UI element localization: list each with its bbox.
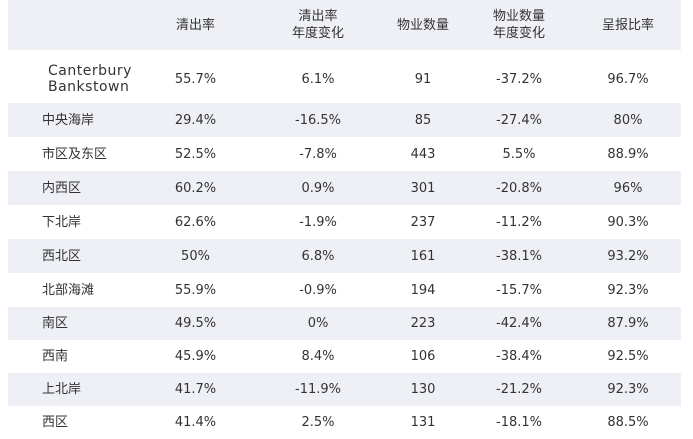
property-count-yoy: 5.5% — [502, 146, 536, 162]
reported-ratio: 80% — [613, 112, 643, 128]
reported-ratio: 96.7% — [607, 71, 649, 87]
property-count-yoy: -18.1% — [496, 415, 542, 430]
reported-ratio: 92.3% — [607, 282, 649, 298]
property-count-yoy: -27.4% — [496, 112, 542, 128]
clearance-rate: 50% — [181, 248, 210, 264]
clearance-rate: 52.5% — [174, 146, 217, 162]
clearance-rate-yoy: 8.4% — [301, 349, 335, 364]
property-count-yoy: -37.2% — [496, 71, 542, 87]
property-count: 161 — [410, 248, 436, 264]
property-count: 85 — [414, 112, 432, 128]
property-count: 301 — [410, 180, 436, 196]
property-count: 130 — [410, 382, 436, 397]
region-name: 市区及东区 — [42, 146, 108, 162]
clearance-rate: 49.5% — [174, 316, 217, 331]
table-row: 南区 49.5% 0% 223 -42.4% 87.9% — [8, 307, 681, 340]
region-name: 中央海岸 — [42, 112, 95, 128]
reported-ratio: 92.3% — [607, 382, 649, 397]
region-name: 西区 — [42, 415, 69, 430]
header-cell-property-count: 物业数量 — [396, 17, 449, 33]
property-count: 237 — [410, 214, 436, 230]
reported-ratio: 88.9% — [607, 146, 649, 162]
table-row: Canterbury Bankstown 55.7% 6.1% 91 -37.2… — [8, 55, 681, 103]
clearance-rate-yoy: -16.5% — [295, 112, 341, 128]
clearance-rate-yoy: 6.1% — [301, 71, 335, 87]
table-row: 内西区 60.2% 0.9% 301 -20.8% 96% — [8, 171, 681, 205]
reported-ratio: 96% — [613, 180, 643, 196]
clearance-rate: 55.7% — [174, 71, 217, 87]
clearance-rate: 41.7% — [174, 382, 217, 397]
clearance-rate-yoy: -7.8% — [299, 146, 337, 162]
property-count-yoy: -20.8% — [496, 180, 542, 196]
region-name: 南区 — [42, 316, 69, 331]
region-name: 上北岸 — [42, 382, 82, 397]
clearance-rate: 62.6% — [174, 214, 217, 230]
header-cell-clearance-rate: 清出率 — [175, 17, 215, 33]
clearance-rate: 41.4% — [174, 415, 217, 430]
clearance-rate-yoy: -11.9% — [295, 382, 341, 397]
region-name: 北部海滩 — [42, 282, 95, 298]
clearance-rate: 45.9% — [174, 349, 217, 364]
property-count: 443 — [410, 146, 436, 162]
clearance-rate-yoy: 2.5% — [301, 415, 335, 430]
region-name: 西南 — [42, 349, 69, 364]
table-row: 中央海岸 29.4% -16.5% 85 -27.4% 80% — [8, 103, 681, 137]
table-row: 市区及东区 52.5% -7.8% 443 5.5% 88.9% — [8, 137, 681, 171]
header-cell-reported-ratio: 呈报比率 — [601, 17, 654, 33]
region-name: 西北区 — [42, 248, 82, 264]
clearance-rate: 60.2% — [174, 180, 217, 196]
table-row: 西北区 50% 6.8% 161 -38.1% 93.2% — [8, 239, 681, 273]
property-count-yoy: -21.2% — [496, 382, 542, 397]
header-background — [8, 0, 681, 50]
clearance-rate-yoy: 0% — [307, 316, 329, 331]
property-count-yoy: -15.7% — [496, 282, 542, 298]
header-row: 清出率 清出率 年度变化 物业数量 物业数量 年度变化 呈报比率 — [8, 0, 681, 50]
reported-ratio: 93.2% — [607, 248, 649, 264]
reported-ratio: 90.3% — [607, 214, 649, 230]
property-count-yoy: -38.4% — [496, 349, 542, 364]
property-count: 91 — [414, 71, 432, 87]
property-count: 194 — [410, 282, 436, 298]
table-row: 西区 41.4% 2.5% 131 -18.1% 88.5% — [8, 406, 681, 439]
table-row: 上北岸 41.7% -11.9% 130 -21.2% 92.3% — [8, 373, 681, 406]
property-count: 106 — [410, 349, 436, 364]
clearance-rate: 29.4% — [174, 112, 217, 128]
property-count: 131 — [410, 415, 436, 430]
table-row: 下北岸 62.6% -1.9% 237 -11.2% 90.3% — [8, 205, 681, 239]
header-cell-clearance-rate-yoy: 清出率 年度变化 — [291, 9, 344, 41]
property-count: 223 — [410, 316, 436, 331]
clearance-rate-yoy: 0.9% — [301, 180, 335, 196]
property-count-yoy: -11.2% — [496, 214, 542, 230]
reported-ratio: 88.5% — [607, 415, 649, 430]
clearance-rate-yoy: 6.8% — [301, 248, 335, 264]
region-name: Canterbury Bankstown — [48, 63, 132, 95]
clearance-rate-yoy: -0.9% — [299, 282, 337, 298]
property-count-yoy: -38.1% — [496, 248, 542, 264]
property-count-yoy: -42.4% — [496, 316, 542, 331]
region-name: 内西区 — [42, 180, 82, 196]
reported-ratio: 92.5% — [607, 349, 649, 364]
header-cell-property-count-yoy: 物业数量 年度变化 — [492, 9, 545, 41]
table-row: 北部海滩 55.9% -0.9% 194 -15.7% 92.3% — [8, 273, 681, 307]
region-name: 下北岸 — [42, 214, 82, 230]
clearance-rate: 55.9% — [174, 282, 217, 298]
reported-ratio: 87.9% — [607, 316, 649, 331]
table-row: 西南 45.9% 8.4% 106 -38.4% 92.5% — [8, 340, 681, 373]
clearance-rate-yoy: -1.9% — [299, 214, 337, 230]
